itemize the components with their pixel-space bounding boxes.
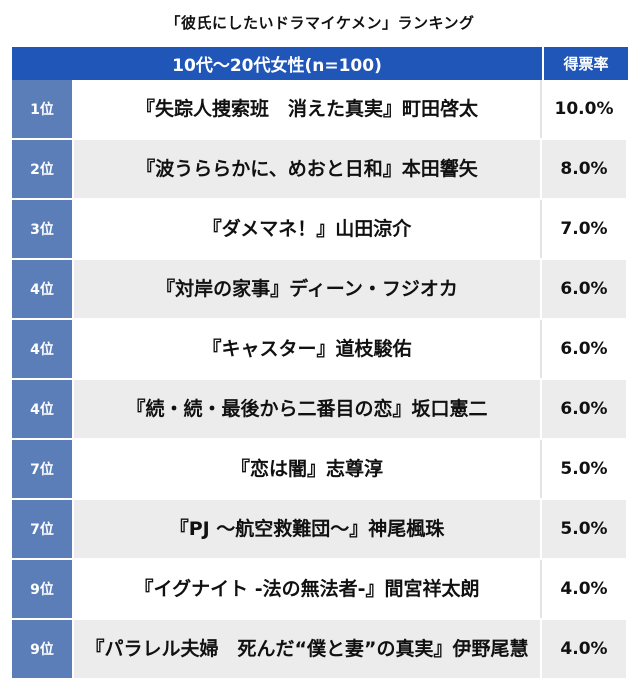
table-header: 10代〜20代女性(n=100) 得票率 — [12, 47, 628, 80]
drama-actor-cell: 『対岸の家事』ディーン・フジオカ — [74, 260, 542, 318]
table-row: 9位 『パラレル夫婦 死んだ“僕と妻”の真実』伊野尾慧 4.0% — [12, 620, 628, 680]
rate-cell: 5.0% — [542, 440, 626, 498]
rate-cell: 4.0% — [542, 620, 626, 678]
rank-cell: 9位 — [12, 620, 74, 678]
drama-actor-cell: 『PJ 〜航空救難団〜』神尾楓珠 — [74, 500, 542, 558]
ranking-table: 10代〜20代女性(n=100) 得票率 1位 『失踪人捜索班 消えた真実』町田… — [12, 47, 628, 680]
header-group-label: 10代〜20代女性(n=100) — [12, 47, 542, 80]
drama-actor-cell: 『続・続・最後から二番目の恋』坂口憲二 — [74, 380, 542, 438]
header-rate-label: 得票率 — [544, 47, 628, 80]
drama-actor-cell: 『失踪人捜索班 消えた真実』町田啓太 — [74, 80, 542, 138]
rate-cell: 7.0% — [542, 200, 626, 258]
table-row: 1位 『失踪人捜索班 消えた真実』町田啓太 10.0% — [12, 80, 628, 140]
rank-cell: 7位 — [12, 440, 74, 498]
rank-cell: 7位 — [12, 500, 74, 558]
table-row: 7位 『PJ 〜航空救難団〜』神尾楓珠 5.0% — [12, 500, 628, 560]
rank-cell: 4位 — [12, 380, 74, 438]
rank-cell: 3位 — [12, 200, 74, 258]
rank-cell: 9位 — [12, 560, 74, 618]
rate-cell: 10.0% — [542, 80, 626, 138]
table-row: 7位 『恋は闇』志尊淳 5.0% — [12, 440, 628, 500]
rate-cell: 8.0% — [542, 140, 626, 198]
table-row: 2位 『波うららかに、めおと日和』本田響矢 8.0% — [12, 140, 628, 200]
drama-actor-cell: 『波うららかに、めおと日和』本田響矢 — [74, 140, 542, 198]
table-row: 4位 『キャスター』道枝駿佑 6.0% — [12, 320, 628, 380]
drama-actor-cell: 『イグナイト -法の無法者-』間宮祥太朗 — [74, 560, 542, 618]
table-row: 4位 『対岸の家事』ディーン・フジオカ 6.0% — [12, 260, 628, 320]
rank-cell: 4位 — [12, 260, 74, 318]
rate-cell: 6.0% — [542, 320, 626, 378]
rate-cell: 6.0% — [542, 380, 626, 438]
drama-actor-cell: 『ダメマネ！』山田涼介 — [74, 200, 542, 258]
table-row: 4位 『続・続・最後から二番目の恋』坂口憲二 6.0% — [12, 380, 628, 440]
rate-cell: 4.0% — [542, 560, 626, 618]
page-title: 「彼氏にしたいドラマイケメン」ランキング — [165, 14, 475, 32]
rank-cell: 1位 — [12, 80, 74, 138]
table-row: 9位 『イグナイト -法の無法者-』間宮祥太朗 4.0% — [12, 560, 628, 620]
drama-actor-cell: 『キャスター』道枝駿佑 — [74, 320, 542, 378]
table-row: 3位 『ダメマネ！』山田涼介 7.0% — [12, 200, 628, 260]
rate-cell: 6.0% — [542, 260, 626, 318]
rank-cell: 2位 — [12, 140, 74, 198]
rate-cell: 5.0% — [542, 500, 626, 558]
rank-cell: 4位 — [12, 320, 74, 378]
drama-actor-cell: 『恋は闇』志尊淳 — [74, 440, 542, 498]
drama-actor-cell: 『パラレル夫婦 死んだ“僕と妻”の真実』伊野尾慧 — [74, 620, 542, 678]
